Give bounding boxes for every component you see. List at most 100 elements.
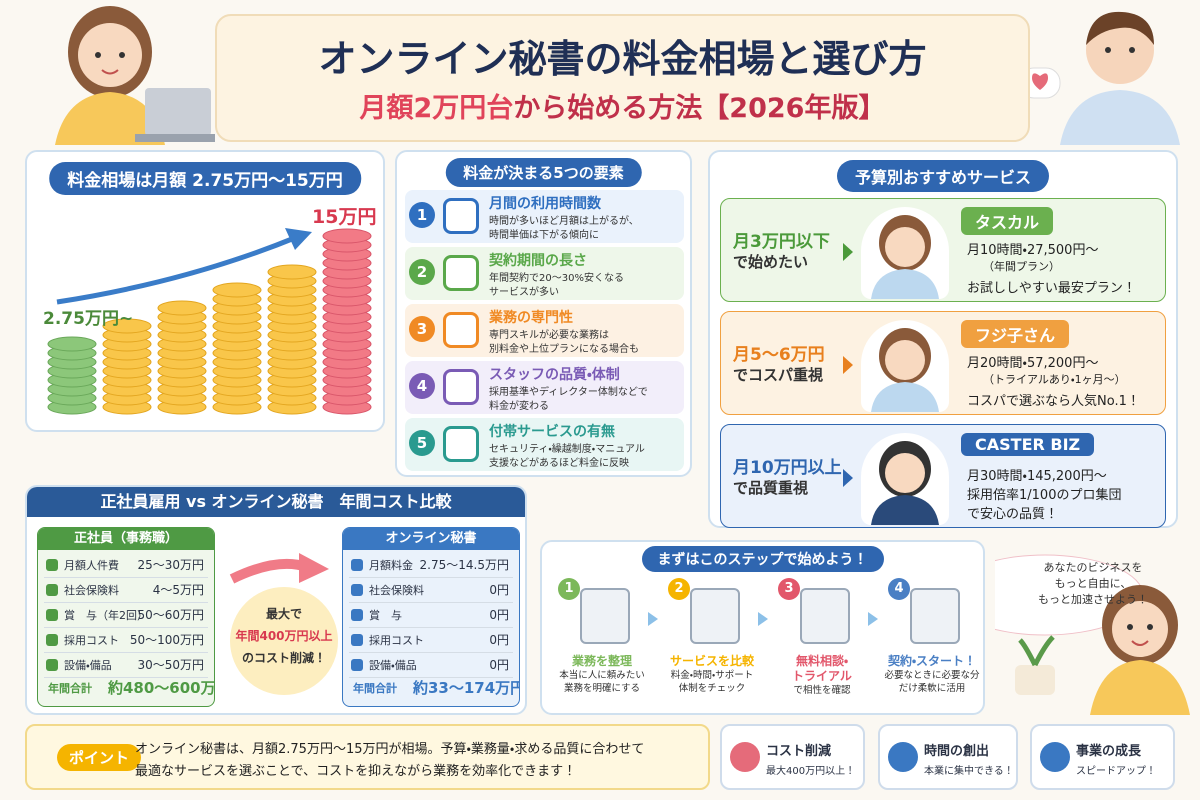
speech-line: もっと自由に、 — [1054, 577, 1132, 590]
min-price-label: 2.75万円~ — [43, 309, 134, 329]
benefit-badge: コスト削減 最大400万円以上！ — [720, 724, 865, 790]
service-budget: でコスパ重視 — [733, 366, 824, 384]
step-desc: で相性を確認 — [793, 685, 851, 696]
cost-table-title: オンライン秘書 — [343, 528, 519, 550]
step-arrow — [758, 612, 768, 626]
factor-icon — [443, 255, 479, 291]
cost-row-label: 賞 与（年2回） — [64, 609, 148, 622]
service-avatar — [861, 207, 949, 299]
factor-number: 5 — [409, 430, 435, 456]
factor-desc: 別料金や上位プランになる場合も — [489, 344, 639, 355]
steps-heading: まずはこのステップで始めよう！ — [641, 546, 884, 572]
factor-title: 業務の専門性 — [489, 310, 573, 326]
price-range-heading: 料金相場は月額 2.75万円〜15万円 — [49, 162, 361, 195]
factor-icon — [443, 369, 479, 405]
benefit-icon — [730, 742, 760, 772]
step-desc: だけ柔軟に活用 — [898, 683, 966, 694]
savings-text: 年間400万円以上 — [235, 629, 333, 643]
factor-icon — [443, 312, 479, 348]
services-heading: 予算別おすすめサービス — [836, 160, 1050, 192]
service-row: 月10万円以上 で品質重視 CASTER BIZ 月30時間・145,200円～ 採用倍… — [720, 424, 1166, 528]
cost-row-icon — [351, 659, 363, 671]
cost-row-value: 30～50万円 — [137, 658, 204, 672]
service-budget: で始めたい — [733, 253, 809, 271]
factor-number: 1 — [409, 202, 435, 228]
cost-total-value: 約480～600万円 — [108, 679, 215, 697]
factors-heading: 料金が決まる5つの要素 — [445, 158, 642, 187]
cost-total-label: 年間合計 — [353, 682, 397, 695]
step-arrow — [868, 612, 878, 626]
cost-row-divider — [349, 577, 513, 578]
man-thinking-illustration — [1030, 11, 1180, 145]
factor-icon — [443, 426, 479, 462]
header-banner: オンライン秘書の料金相場と選び方 月額2万円台から始める方法【2026年版】 — [215, 14, 1030, 142]
cost-row-label: 社会保険料 — [369, 584, 424, 597]
cost-table-title: 正社員（事務職） — [38, 528, 214, 550]
cost-row-icon — [46, 609, 58, 621]
factor-number: 3 — [409, 316, 435, 342]
point-box: ポイント オンライン秘書は、月額2.75万円～15万円が相場。予算・業務量・求め… — [25, 724, 710, 790]
cost-row-icon — [46, 659, 58, 671]
benefit-icon — [888, 742, 918, 772]
step-number: 2 — [668, 578, 690, 600]
subtitle-highlight: 月額2万円台 — [359, 93, 514, 124]
service-arrow — [843, 469, 853, 487]
service-detail: （トライアルあり・1ヶ月～） — [983, 373, 1126, 386]
service-arrow — [843, 356, 853, 374]
factor-title: スタッフの品質・体制 — [489, 367, 620, 383]
factor-desc: 料金が変わる — [489, 401, 549, 412]
cost-row-label: 採用コスト — [369, 634, 424, 647]
step-icon — [690, 588, 740, 644]
service-name: フジ子さん — [961, 320, 1070, 348]
cost-row-icon — [351, 559, 363, 571]
benefit-sub: スピードアップ！ — [1076, 766, 1156, 777]
cost-row-label: 採用コスト — [64, 634, 119, 647]
cost-row-divider — [349, 652, 513, 653]
speech-line: もっと加速させよう！ — [1038, 593, 1148, 606]
service-budget: 月10万円以上 — [733, 458, 842, 478]
cost-total-value: 約33～174万円 — [413, 679, 520, 697]
speech-bubble: あなたのビジネスを もっと自由に、 もっと加速させよう！ — [998, 560, 1188, 608]
savings-text: 最大で — [265, 607, 302, 621]
comparison-panel: 正社員雇用 vs オンライン秘書 年間コスト比較 正社員（事務職） 月額人件費 25… — [25, 485, 527, 715]
cost-row-label: 設備・備品 — [369, 659, 417, 672]
service-row: 月3万円以下 で始めたい タスカル 月10時間・27,500円～ （年間プラン） お試しし… — [720, 198, 1166, 302]
factor-title: 契約期間の長さ — [489, 253, 587, 269]
cost-row-icon — [351, 634, 363, 646]
cost-row-divider — [44, 602, 208, 603]
factor-desc: 時間単価は下がる傾向に — [489, 230, 599, 241]
cost-row-divider — [44, 577, 208, 578]
service-detail: 月10時間・27,500円～ — [967, 243, 1099, 258]
cost-row-divider — [44, 677, 208, 678]
service-budget: 月3万円以下 — [733, 232, 830, 252]
factor-desc: 支援などがあるほど料金に反映 — [489, 458, 629, 469]
factor-row: 4 スタッフの品質・体制 採用基準やディレクター体制などで 料金が変わる — [405, 361, 684, 414]
step-title: 契約・スタート！ — [887, 654, 977, 668]
cost-table: 正社員（事務職） 月額人件費 25～30万円 社会保険料 4～5万円賞 与（年2回） 50… — [37, 527, 215, 707]
step-title: 無料相談・ — [795, 654, 849, 668]
factor-row: 3 業務の専門性 専門スキルが必要な業務は 別料金や上位プランになる場合も — [405, 304, 684, 357]
cost-row-icon — [351, 584, 363, 596]
cost-row-divider — [44, 627, 208, 628]
benefit-title: 時間の創出 — [924, 744, 990, 759]
cost-row-divider — [44, 652, 208, 653]
services-panel: 予算別おすすめサービス 月3万円以下 で始めたい タスカル 月10時間・27,500円… — [708, 150, 1178, 528]
cost-row-divider — [349, 627, 513, 628]
factor-desc: セキュリティ・繰越制度・マニュアル — [489, 444, 645, 455]
step-number: 3 — [778, 578, 800, 600]
service-budget: で品質重視 — [733, 479, 809, 497]
max-price-label: 15万円 — [312, 206, 377, 228]
cost-total-label: 年間合計 — [48, 682, 92, 695]
cost-row-icon — [46, 559, 58, 571]
step-title: サービスを比較 — [669, 654, 754, 668]
step-icon — [580, 588, 630, 644]
factor-row: 2 契約期間の長さ 年間契約で20～30%安くなる サービスが多い — [405, 247, 684, 300]
benefit-badge: 時間の創出 本業に集中できる！ — [878, 724, 1018, 790]
cost-table: オンライン秘書 月額料金 2.75～14.5万円 社会保険料 0円賞 与 0円 採用コスト 0… — [342, 527, 520, 707]
benefit-sub: 最大400万円以上！ — [766, 766, 856, 777]
cost-row-value: 25～30万円 — [137, 558, 204, 572]
service-detail: で安心の品質！ — [967, 507, 1059, 522]
point-text: 最適なサービスを選ぶことで、コストを抑えながら業務を効率化できます！ — [135, 764, 577, 779]
factor-row: 1 月間の利用時間数 時間が多いほど月額は上がるが、 時間単価は下がる傾向に — [405, 190, 684, 243]
